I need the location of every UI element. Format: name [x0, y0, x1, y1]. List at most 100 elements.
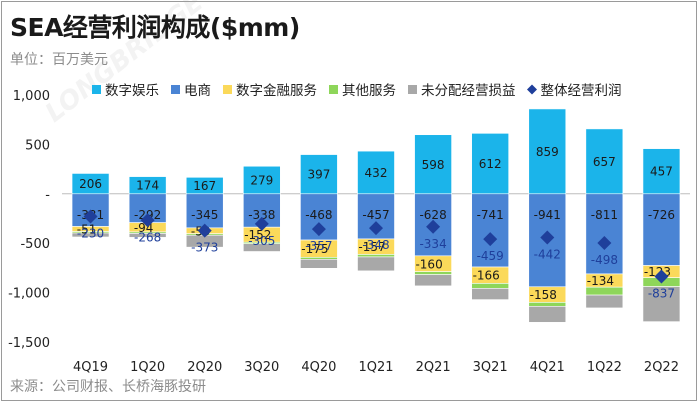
x-tick-label: 2Q20	[187, 360, 222, 375]
total-marker-2Q21	[426, 219, 441, 234]
legend-item-digital_entertainment: 数字娱乐	[92, 83, 159, 99]
data-label-financial: -51	[77, 223, 97, 237]
bar-unallocated-3Q20	[243, 243, 281, 252]
data-label-ecommerce: -726	[648, 208, 675, 222]
data-label-ecommerce: -941	[534, 208, 561, 222]
total-marker-3Q20	[254, 216, 269, 231]
x-tick-label: 1Q20	[130, 360, 165, 375]
unit-label: 单位：百万美元	[10, 52, 108, 68]
data-label-ecommerce: -457	[362, 208, 389, 222]
legend-label: 数字娱乐	[105, 83, 159, 99]
legend-label: 电商	[184, 83, 211, 99]
legend-swatch	[223, 85, 232, 94]
data-label-ecommerce: -345	[191, 208, 218, 222]
bar-digital_entertainment-3Q20	[243, 165, 281, 195]
legend-swatch	[92, 85, 101, 94]
data-label-total: -357	[305, 239, 332, 253]
bar-ecommerce-3Q21	[471, 193, 509, 268]
data-label-total: -334	[419, 237, 446, 251]
y-tick-label: -500	[20, 237, 50, 252]
data-label-entertainment: 279	[250, 174, 273, 188]
bar-digital_entertainment-3Q21	[471, 133, 509, 195]
bar-unallocated-1Q21	[357, 256, 395, 272]
total-marker-2Q22	[654, 269, 669, 284]
data-label-entertainment: 612	[479, 157, 502, 171]
bar-digital_entertainment-2Q21	[414, 134, 452, 195]
total-marker-1Q21	[369, 221, 383, 236]
bar-unallocated-1Q20	[128, 233, 167, 238]
legend-item-total: 整体经营利润	[527, 83, 622, 99]
data-label-ecommerce: -468	[305, 208, 332, 222]
bar-other_services-1Q21	[357, 254, 395, 258]
bar-unallocated-4Q21	[528, 306, 567, 323]
bar-unallocated-4Q19	[71, 232, 110, 238]
y-tick-label: 500	[25, 138, 50, 153]
bar-digital_entertainment-2Q22	[642, 148, 681, 195]
data-label-ecommerce: -628	[419, 208, 446, 222]
data-label-total: -305	[248, 234, 275, 248]
bar-other_services-1Q22	[585, 286, 624, 296]
bar-unallocated-2Q21	[414, 274, 452, 287]
x-tick-label: 3Q21	[473, 360, 508, 375]
legend-swatch	[408, 85, 417, 94]
data-label-total: -348	[362, 238, 389, 252]
x-tick-label: 2Q22	[644, 360, 679, 375]
data-label-total: -459	[477, 249, 504, 263]
data-label-financial: -175	[301, 242, 328, 256]
y-tick-label: -1,000	[8, 287, 50, 302]
data-label-entertainment: 174	[136, 179, 159, 193]
data-label-financial: -134	[587, 274, 614, 288]
x-tick-label: 2Q21	[416, 360, 451, 375]
data-label-ecommerce: -741	[477, 208, 504, 222]
legend: 数字娱乐 电商 数字金融服务 其他服务 未分配经营损益 整体经营利润	[92, 83, 622, 99]
data-label-ecommerce: -338	[248, 208, 275, 222]
legend-item-other_services: 其他服务	[329, 83, 396, 99]
data-label-financial: -152	[244, 228, 271, 242]
data-label-total: -498	[591, 253, 618, 267]
data-label-financial: -160	[415, 257, 442, 271]
x-tick-label: 4Q20	[301, 360, 336, 375]
chart-title: SEA经营利润构成($mm)	[10, 13, 300, 42]
bar-unallocated-3Q21	[471, 288, 509, 300]
bar-other_services-4Q21	[528, 302, 567, 307]
x-tick-label: 1Q22	[587, 360, 622, 375]
legend-item-ecommerce: 电商	[171, 83, 211, 99]
total-marker-4Q21	[540, 230, 555, 245]
y-tick-label: -1,500	[8, 336, 50, 351]
x-tick-label: 3Q20	[244, 360, 279, 375]
data-label-financial: -158	[530, 288, 557, 302]
legend-swatch	[171, 85, 180, 94]
data-label-entertainment: 457	[650, 165, 673, 179]
legend-diamond-marker	[527, 84, 537, 95]
legend-label: 未分配经营损益	[421, 83, 516, 99]
data-label-entertainment: 206	[79, 177, 102, 191]
data-label-entertainment: 657	[593, 155, 616, 169]
data-label-entertainment: 598	[422, 158, 445, 172]
data-label-total: -442	[534, 247, 561, 261]
bar-digital_entertainment-1Q22	[585, 128, 624, 195]
total-marker-3Q21	[483, 232, 498, 247]
data-label-ecommerce: -811	[591, 208, 618, 222]
total-marker-1Q20	[140, 213, 155, 228]
total-marker-4Q19	[83, 209, 98, 224]
bar-unallocated-2Q22	[642, 286, 681, 322]
data-label-entertainment: 859	[536, 145, 559, 159]
data-label-entertainment: 432	[365, 166, 388, 180]
x-tick-label: 4Q19	[73, 360, 108, 375]
legend-item-digital_financial: 数字金融服务	[223, 83, 317, 99]
bar-unallocated-4Q20	[300, 259, 338, 269]
x-tick-label: 4Q21	[530, 360, 565, 375]
bar-ecommerce-2Q22	[642, 193, 681, 266]
legend-item-unallocated: 未分配经营损益	[408, 83, 516, 99]
data-label-financial: -157	[358, 240, 385, 254]
bar-other_services-3Q21	[471, 283, 509, 289]
data-label-entertainment: 397	[307, 168, 330, 182]
total-marker-2Q20	[197, 223, 212, 238]
legend-swatch	[329, 85, 338, 94]
total-marker-1Q22	[597, 236, 612, 251]
data-label-total: -230	[77, 227, 104, 241]
source-note: 来源：公司财报、长桥海豚投研	[10, 379, 206, 395]
data-label-entertainment: 167	[193, 179, 216, 193]
